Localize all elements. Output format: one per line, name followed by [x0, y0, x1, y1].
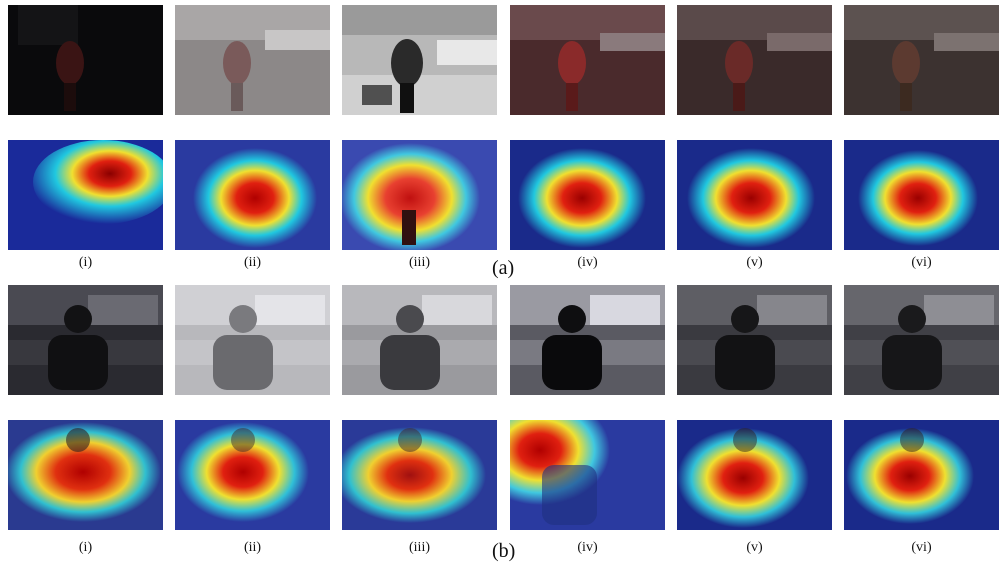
a-vi-heatmap: [844, 140, 999, 250]
b-ii-heatmap: [175, 420, 330, 530]
a-sub-label: (vi): [911, 255, 932, 270]
group-b-label: (b): [492, 540, 516, 562]
b-sub-label: (iii): [409, 540, 430, 555]
a-sub-label: (iii): [409, 255, 430, 270]
a-iv-heatmap: [510, 140, 665, 250]
b-sub-label: (vi): [911, 540, 932, 555]
a-ii-heatmap: [175, 140, 330, 250]
a-i-image: [8, 5, 163, 115]
b-sub-label: (i): [78, 540, 93, 555]
a-v-image: [677, 5, 832, 115]
a-iii-heatmap: [342, 140, 497, 250]
b-sub-label: (ii): [243, 540, 262, 555]
b-v-heatmap: [677, 420, 832, 530]
b-sub-label: (v): [746, 540, 763, 555]
a-ii-image: [175, 5, 330, 115]
a-sub-label: (i): [78, 255, 93, 270]
a-sub-label: (iv): [577, 255, 598, 270]
a-sub-label: (ii): [243, 255, 262, 270]
b-iii-heatmap: [342, 420, 497, 530]
b-i-image: [8, 285, 163, 395]
group-a-label: (a): [492, 257, 515, 279]
a-sub-label: (v): [746, 255, 763, 270]
b-iii-image: [342, 285, 497, 395]
a-iv-image: [510, 5, 665, 115]
b-ii-image: [175, 285, 330, 395]
b-iv-image: [510, 285, 665, 395]
b-vi-image: [844, 285, 999, 395]
b-iv-heatmap: [510, 420, 665, 530]
b-sub-label: (iv): [577, 540, 598, 555]
a-v-heatmap: [677, 140, 832, 250]
a-iii-image: [342, 5, 497, 115]
b-v-image: [677, 285, 832, 395]
b-vi-heatmap: [844, 420, 999, 530]
b-i-heatmap: [8, 420, 163, 530]
a-i-heatmap: [8, 140, 163, 250]
a-vi-image: [844, 5, 999, 115]
